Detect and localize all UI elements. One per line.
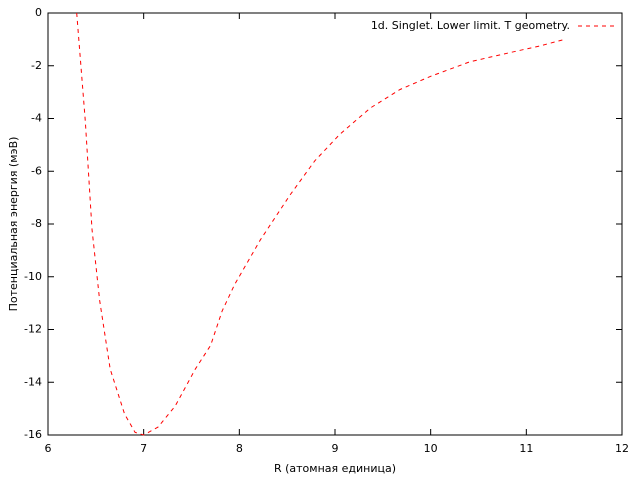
x-tick-label: 11	[519, 442, 533, 455]
y-tick-label: -12	[24, 323, 42, 336]
y-tick-label: 0	[35, 6, 42, 19]
x-tick-label: 7	[140, 442, 147, 455]
x-axis-label: R (атомная единица)	[274, 462, 396, 475]
plot-frame	[47, 12, 623, 436]
legend-label: 1d. Singlet. Lower limit. T geometry.	[371, 19, 570, 32]
y-axis-label: Потенциальная энергия (мэВ)	[7, 137, 20, 312]
data-line	[76, 12, 565, 436]
x-tick-label: 6	[45, 442, 52, 455]
y-tick-label: -10	[24, 270, 42, 283]
y-tick-label: -4	[31, 112, 42, 125]
x-tick-label: 12	[615, 442, 629, 455]
y-tick-label: -16	[24, 428, 42, 441]
y-tick-label: -2	[31, 59, 42, 72]
x-tick-label: 10	[424, 442, 438, 455]
x-tick-label: 8	[236, 442, 243, 455]
y-tick-label: -8	[31, 217, 42, 230]
x-tick-label: 9	[332, 442, 339, 455]
y-tick-label: -14	[24, 375, 42, 388]
y-tick-label: -6	[31, 164, 42, 177]
